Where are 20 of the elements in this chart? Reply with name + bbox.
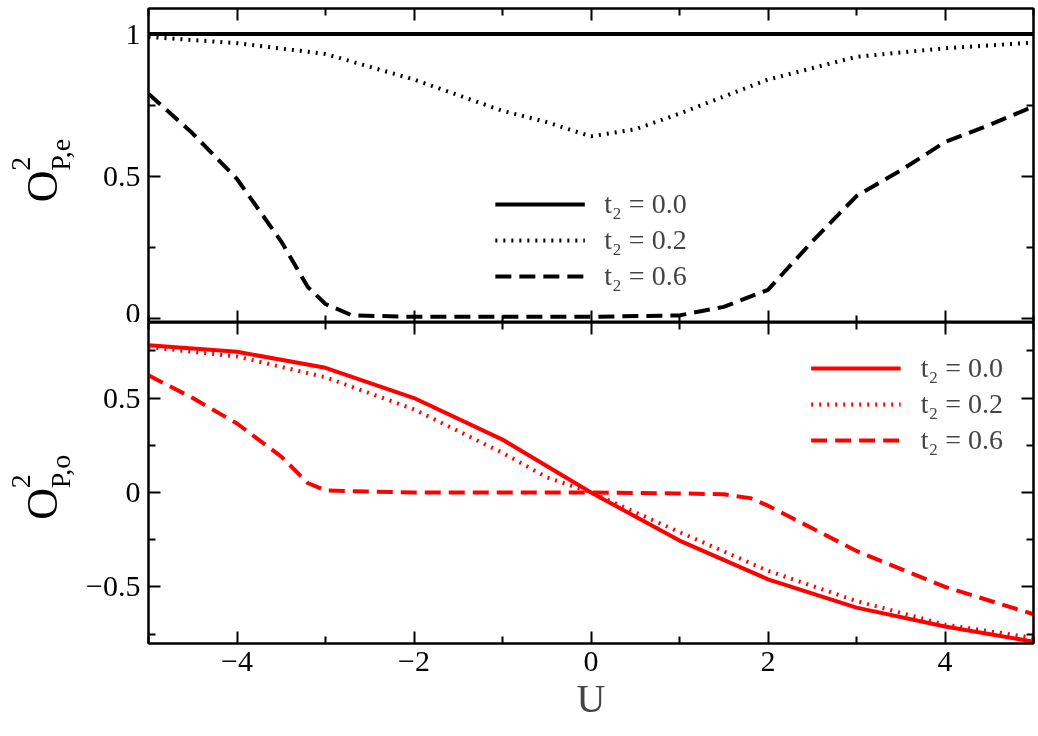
legend-label: t₂ = 0.2: [920, 388, 1003, 420]
y-tick-label: 1: [125, 16, 141, 50]
x-axis-title: U: [576, 675, 606, 721]
y-axis-title: O2P,e: [4, 138, 76, 203]
y-tick-label: 0: [125, 474, 141, 508]
x-tick-label: 4: [937, 643, 953, 677]
legend-label: t₂ = 0.0: [604, 188, 687, 220]
legend-label: t₂ = 0.0: [920, 352, 1003, 384]
x-tick-label: −2: [398, 643, 430, 677]
y-tick-label: 0.5: [103, 380, 141, 414]
x-tick-label: 0: [583, 643, 599, 677]
y-tick-label: 0: [125, 295, 141, 329]
legend-label: t₂ = 0.6: [604, 260, 687, 292]
legend-label: t₂ = 0.2: [604, 224, 687, 256]
y-tick-label: 0.5: [103, 158, 141, 192]
x-tick-label: 2: [760, 643, 776, 677]
x-tick-label: −4: [221, 643, 253, 677]
y-tick-label: −0.5: [86, 569, 141, 603]
legend-label: t₂ = 0.6: [920, 424, 1003, 456]
y-axis-title: O2P,o: [4, 454, 76, 520]
